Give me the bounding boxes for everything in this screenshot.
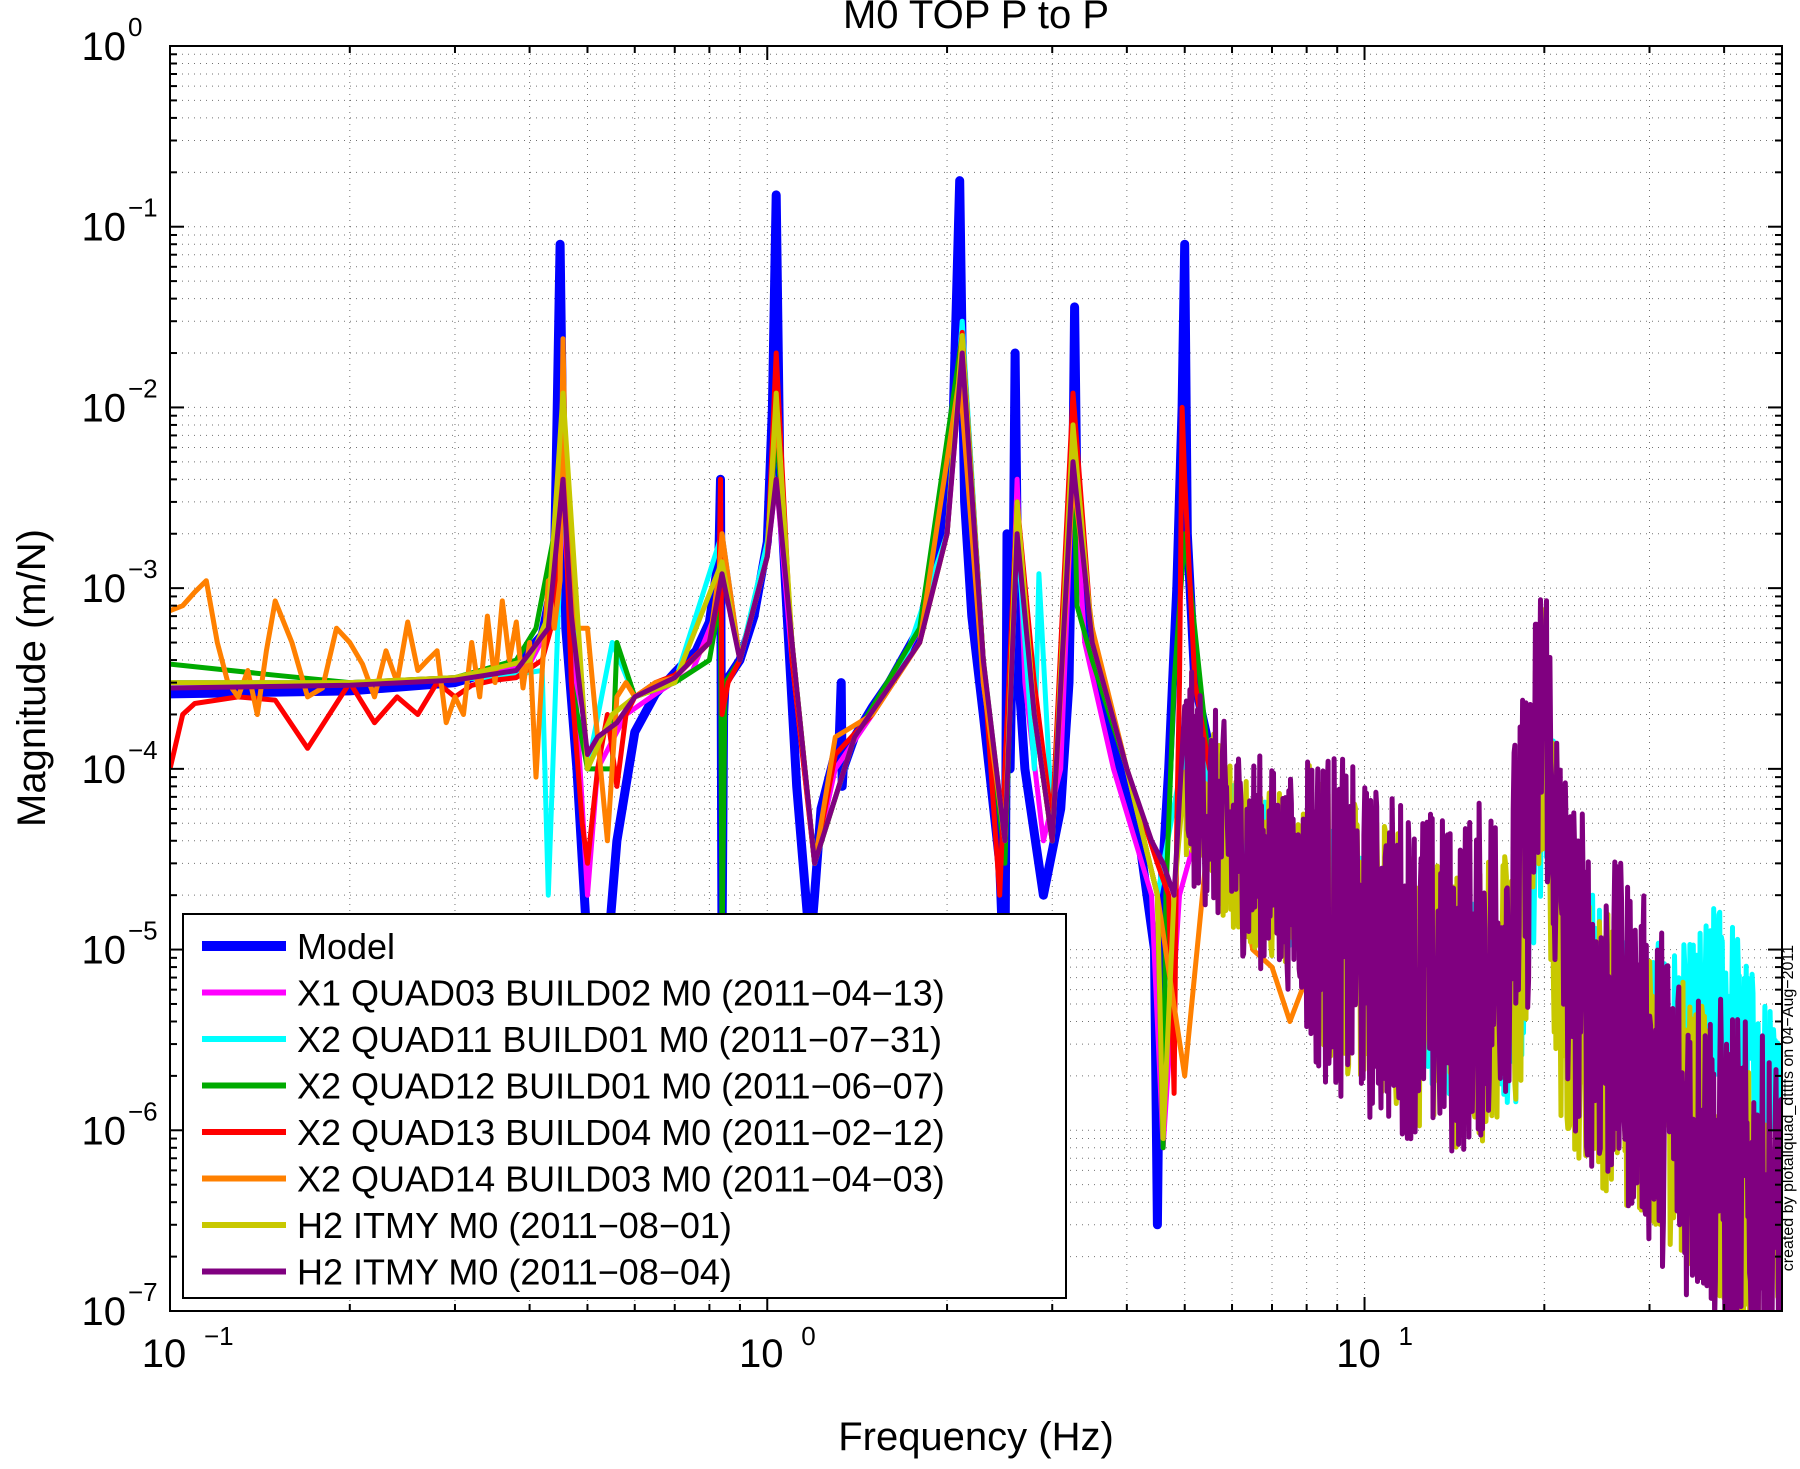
legend-box: [182, 913, 1067, 1299]
legend-label: X1 QUAD03 BUILD02 M0 (2011−04−13): [297, 973, 945, 1014]
legend-label: X2 QUAD14 BUILD03 M0 (2011−04−03): [297, 1159, 945, 1200]
legend-label: X2 QUAD13 BUILD04 M0 (2011−02−12): [297, 1112, 945, 1153]
legend: Model X1 QUAD03 BUILD02 M0 (2011−04−13) X2…: [182, 913, 1067, 1299]
x-tick-label: 10: [142, 1332, 187, 1376]
x-tick-label: 10: [739, 1332, 784, 1376]
y-tick-exponent: −6: [128, 1096, 158, 1126]
x-tick-exponent: 1: [1399, 1321, 1413, 1351]
y-tick-exponent: −7: [128, 1277, 158, 1307]
legend-label: H2 ITMY M0 (2011−08−01): [297, 1205, 732, 1246]
legend-label: H2 ITMY M0 (2011−08−04): [297, 1252, 732, 1293]
y-tick-label: 10: [82, 1109, 127, 1153]
y-tick-exponent: −4: [128, 735, 158, 765]
y-tick-label: 10: [82, 1290, 127, 1334]
series-line: [170, 329, 1309, 1096]
x-tick-exponent: −1: [204, 1321, 234, 1351]
x-axis-label: Frequency (Hz): [838, 1415, 1114, 1459]
creator-annotation: created by plotallquad_dtttfs on 04−Aug−…: [1780, 945, 1797, 1271]
y-tick-exponent: −3: [128, 554, 158, 584]
y-tick-exponent: −5: [128, 916, 158, 946]
y-axis-label: Magnitude (m/N): [10, 529, 54, 827]
y-tick-label: 10: [82, 386, 127, 430]
y-tick-label: 10: [82, 567, 127, 611]
chart-title: M0 TOP P to P: [843, 0, 1109, 37]
y-tick-exponent: −1: [128, 193, 158, 223]
series-line: [170, 350, 1782, 1311]
x-tick-exponent: 0: [801, 1321, 815, 1351]
y-tick-exponent: 0: [128, 12, 142, 42]
plot-frame: [169, 45, 1783, 1312]
y-tick-label: 10: [82, 206, 127, 250]
y-tick-exponent: −2: [128, 373, 158, 403]
y-tick-label: 10: [82, 25, 127, 69]
legend-label: X2 QUAD12 BUILD01 M0 (2011−06−07): [297, 1066, 945, 1107]
y-tick-label: 10: [82, 748, 127, 792]
x-tick-label: 10: [1336, 1332, 1381, 1376]
series-layer: [170, 176, 1782, 1311]
y-tick-label: 10: [82, 929, 127, 973]
legend-label: X2 QUAD11 BUILD01 M0 (2011−07−31): [297, 1019, 942, 1060]
legend-label: Model: [297, 926, 395, 967]
